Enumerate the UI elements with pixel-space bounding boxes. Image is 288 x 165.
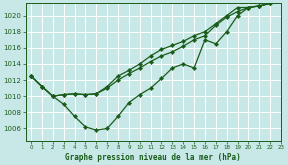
X-axis label: Graphe pression niveau de la mer (hPa): Graphe pression niveau de la mer (hPa) [65,152,241,162]
